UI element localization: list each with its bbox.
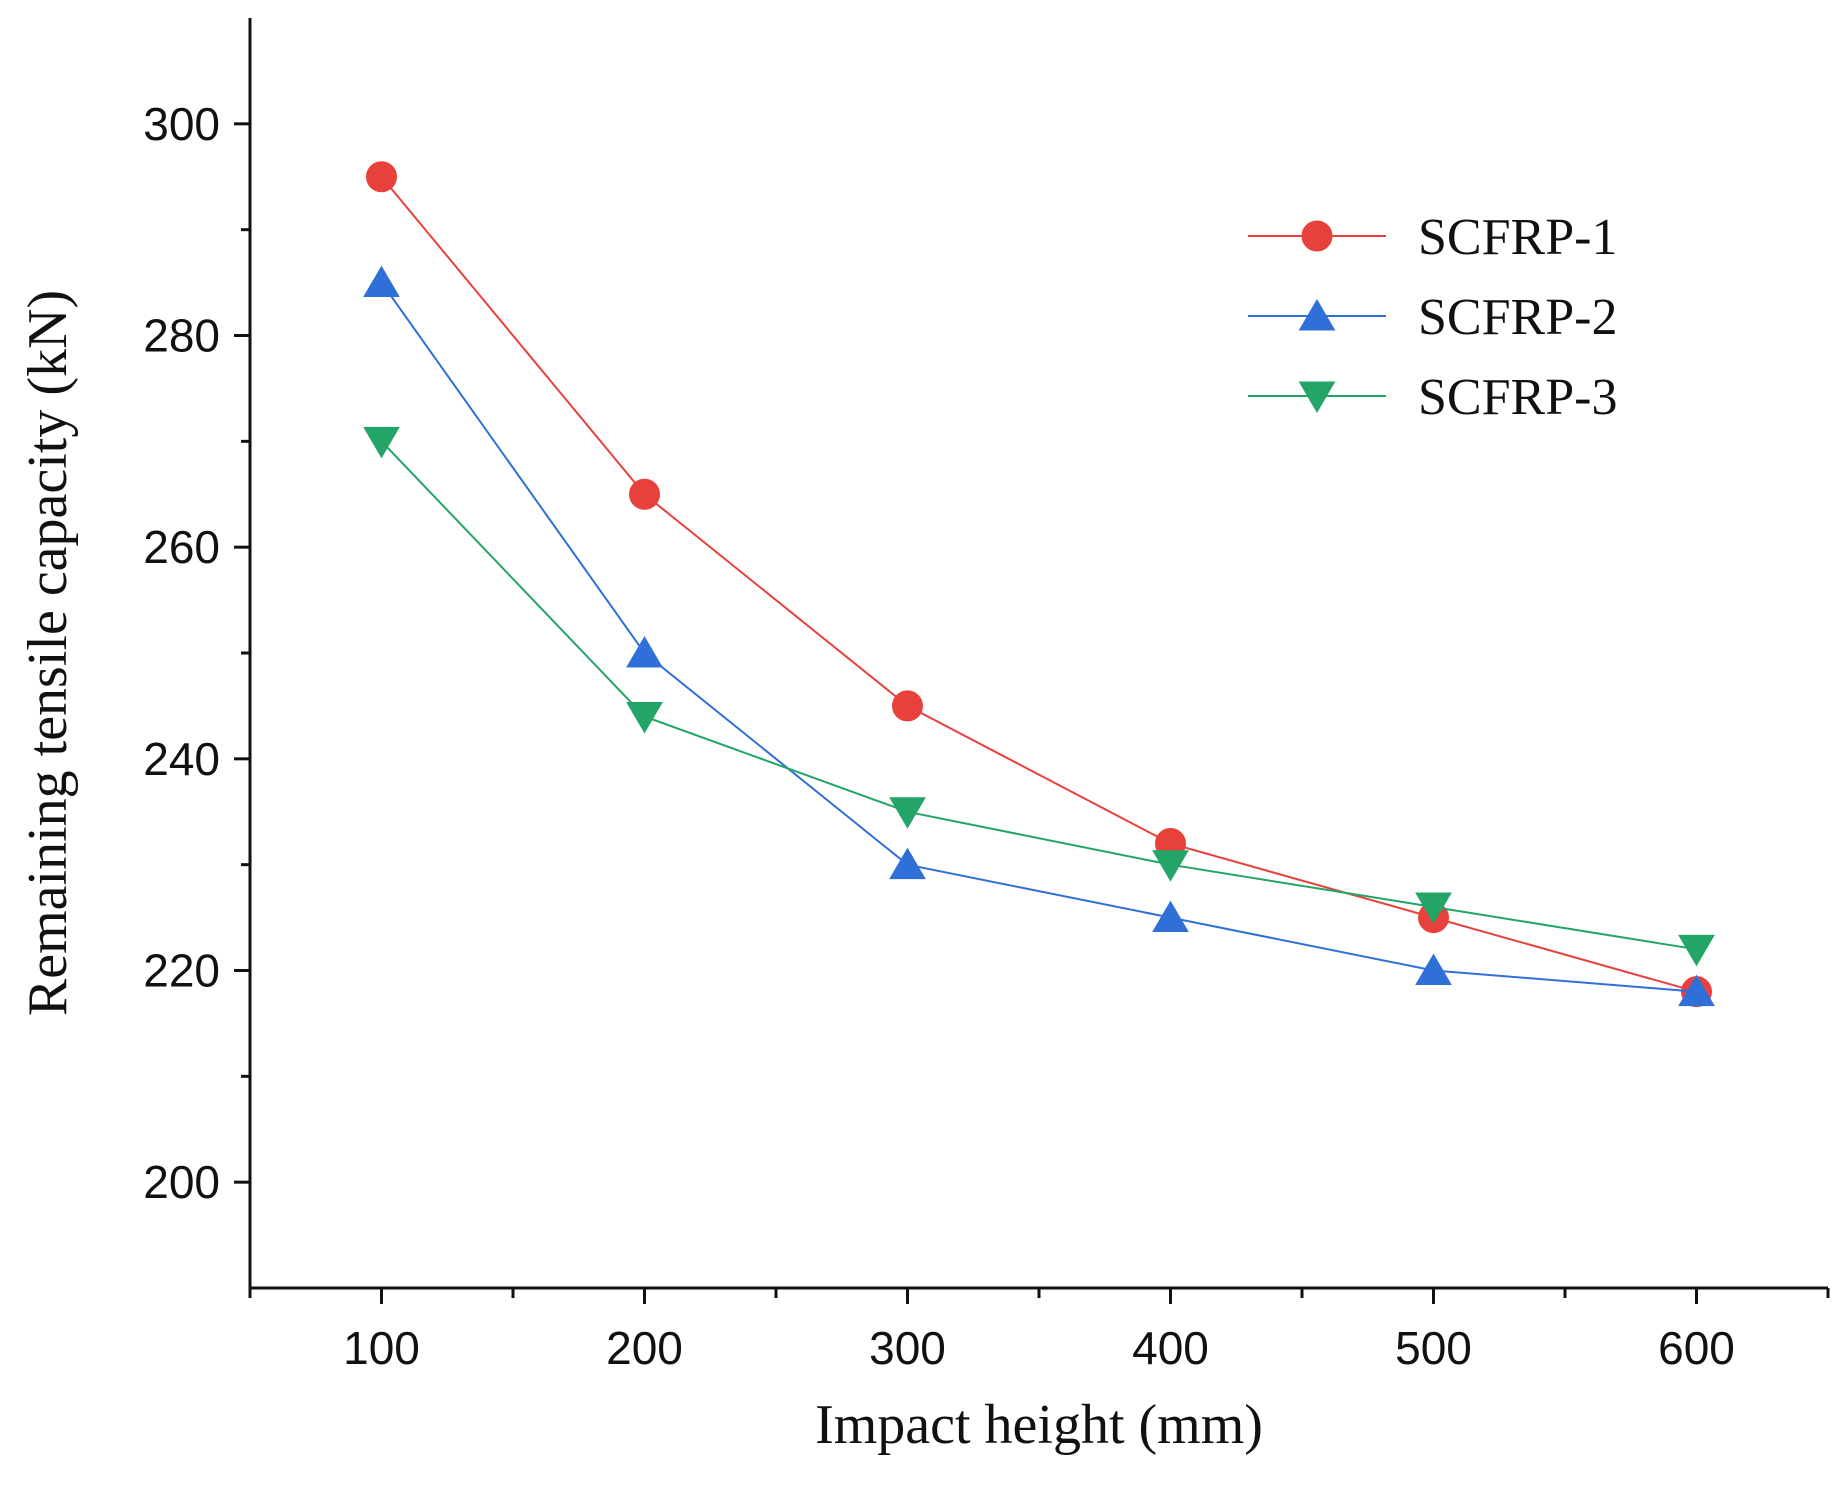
data-point bbox=[366, 161, 397, 193]
x-tick-label: 100 bbox=[343, 1322, 420, 1374]
y-ticks: 200 220 240 260 280 300 bbox=[143, 98, 250, 1208]
legend-item: SCFRP-2 bbox=[1248, 289, 1617, 346]
y-tick-label: 200 bbox=[143, 1156, 220, 1208]
data-point bbox=[363, 265, 400, 298]
legend-item: SCFRP-1 bbox=[1248, 209, 1617, 266]
y-tick-label: 300 bbox=[143, 98, 220, 150]
y-tick-label: 280 bbox=[143, 310, 220, 362]
data-point bbox=[1152, 900, 1189, 933]
y-tick-label: 240 bbox=[143, 733, 220, 785]
series-line bbox=[380, 440, 1697, 951]
series-scfrp-2 bbox=[363, 265, 1715, 1007]
legend-item: SCFRP-3 bbox=[1248, 369, 1617, 426]
data-point bbox=[626, 702, 663, 734]
data-point bbox=[889, 797, 926, 829]
series-line bbox=[380, 282, 1697, 993]
data-point bbox=[1415, 892, 1452, 924]
y-axis-title: Remaining tensile capacity (kN) bbox=[17, 290, 79, 1016]
data-point bbox=[889, 847, 926, 880]
legend-marker bbox=[1301, 220, 1333, 252]
series-line bbox=[380, 176, 1697, 993]
y-tick-label: 260 bbox=[143, 521, 220, 573]
legend-label: SCFRP-3 bbox=[1418, 369, 1617, 426]
series-scfrp-3 bbox=[363, 426, 1715, 967]
x-tick-label: 500 bbox=[1395, 1322, 1472, 1374]
x-tick-label: 200 bbox=[606, 1322, 683, 1374]
x-tick-label: 400 bbox=[1132, 1322, 1209, 1374]
data-point bbox=[363, 426, 400, 459]
data-point bbox=[1678, 974, 1715, 1007]
legend-label: SCFRP-2 bbox=[1418, 289, 1617, 346]
legend-marker bbox=[1298, 299, 1336, 331]
legend: SCFRP-1 SCFRP-2 SCFRP-3 bbox=[1248, 209, 1617, 426]
data-point bbox=[626, 636, 663, 668]
legend-label: SCFRP-1 bbox=[1418, 209, 1617, 266]
data-point bbox=[1415, 953, 1452, 985]
y-tick-label: 220 bbox=[143, 945, 220, 997]
series-layer bbox=[363, 161, 1715, 1008]
data-point bbox=[1678, 934, 1715, 967]
data-point bbox=[1152, 850, 1189, 882]
data-point bbox=[892, 690, 923, 722]
x-tick-label: 600 bbox=[1658, 1322, 1735, 1374]
x-axis-title: Impact height (mm) bbox=[815, 1394, 1263, 1456]
x-ticks: 100 200 300 400 500 600 bbox=[248, 1288, 1830, 1374]
data-point bbox=[629, 478, 660, 510]
legend-marker bbox=[1298, 381, 1336, 413]
x-tick-label: 300 bbox=[869, 1322, 946, 1374]
